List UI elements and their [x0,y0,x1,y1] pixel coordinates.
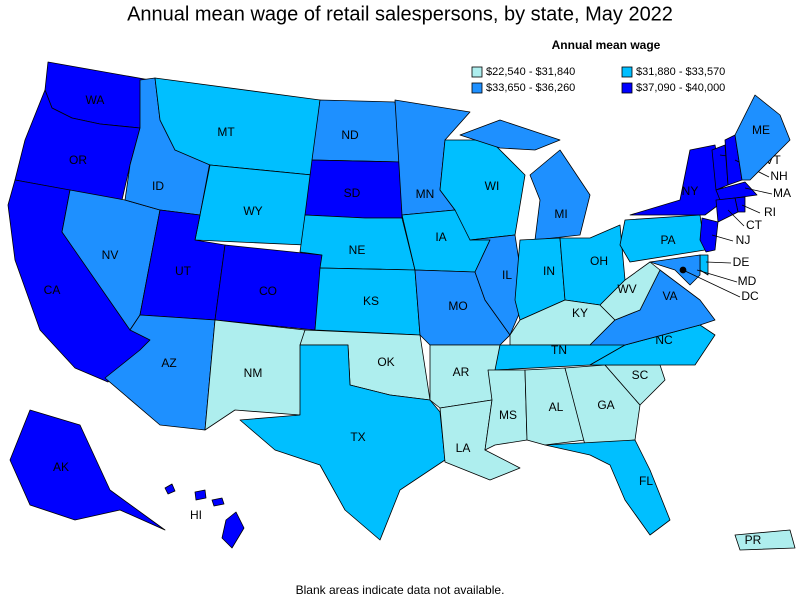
state-label: MA [773,186,791,200]
leader-line [711,234,734,242]
leader-line [727,209,745,227]
legend-label: $33,650 - $36,260 [486,82,575,94]
state [619,214,706,263]
state-label: IA [435,230,446,244]
state-label: AR [453,365,470,379]
state-label: NM [244,366,263,380]
state [649,254,701,286]
state-label: CT [746,218,763,232]
state-label: NY [682,184,699,198]
state-label: NC [655,333,673,347]
legend-label: $22,540 - $31,840 [486,66,575,78]
state-label: MD [738,274,757,288]
state-label: MN [416,187,435,201]
state-label: TX [350,430,365,444]
state-label: WY [243,204,262,218]
state-label: MT [217,125,235,139]
legend-swatch [471,66,483,78]
legend-swatch [621,66,633,78]
state-label: ND [341,128,359,142]
state-label: NV [102,248,119,262]
state-label: OR [69,153,87,167]
states: WA OR CA NV ID MT WY UT CO AZ NM ND SD NE KS OK TX MN IA MO… [7,61,796,551]
state-label: CA [44,283,61,297]
state-label: HI [190,508,202,522]
state-label: IN [543,264,555,278]
state-label: UT [175,264,192,278]
state [164,483,245,549]
state-label: TN [551,343,567,357]
state-label: AL [549,400,564,414]
state-label: KS [363,294,379,308]
state-label: VA [662,289,677,303]
state-label: NH [770,169,787,183]
state [9,409,166,531]
legend-label: $37,090 - $40,000 [636,82,725,94]
state-label: PR [745,533,762,547]
state-label: ID [152,179,164,193]
state [204,319,306,431]
state-label: OK [377,355,394,369]
state-label: MO [448,299,467,313]
legend: $22,540 - $31,840 $31,880 - $33,570 $33,65… [471,66,725,94]
state-label: CO [259,284,277,298]
state [469,234,526,336]
state-label: DC [741,289,759,303]
state [599,261,661,321]
state-label: LA [456,441,471,455]
leader-line [696,269,738,283]
state-label: AK [53,460,69,474]
state [544,439,671,536]
state [715,197,739,223]
state-label: IL [502,268,512,282]
state [629,144,726,216]
state [734,529,796,551]
state [194,164,313,246]
state-label: AZ [161,356,176,370]
footnote: Blank areas indicate data not available. [296,583,505,597]
state-label: WA [86,93,105,107]
state [715,181,758,201]
state [564,364,641,446]
state [699,217,719,253]
state-label: OH [590,254,608,268]
state-label: GA [597,398,614,412]
state-label: KY [572,306,588,320]
legend-title: Annual mean wage [552,38,661,52]
state-label: ME [752,123,770,137]
state [239,344,446,541]
map-title: Annual mean wage of retail salespersons,… [127,3,673,25]
state-label: FL [639,474,653,488]
leader-line [705,261,732,264]
state-label: MI [554,207,567,221]
legend-swatch [471,82,483,94]
leader-line [744,187,773,195]
state-label: DE [733,255,750,269]
state-label: NE [349,243,366,257]
state-label: SD [344,186,361,200]
state-label: WI [485,179,500,193]
legend-label: $31,880 - $33,570 [636,66,725,78]
legend-swatch [621,82,633,94]
leader-line [741,204,761,214]
state-label: PA [660,233,675,247]
state-label: WV [617,282,636,296]
state [734,94,791,181]
state-label: MS [499,408,517,422]
leader-line [682,269,741,298]
state [459,119,591,241]
state-label: RI [764,205,776,219]
state-label: SC [632,368,649,382]
state-label: NJ [736,233,751,247]
